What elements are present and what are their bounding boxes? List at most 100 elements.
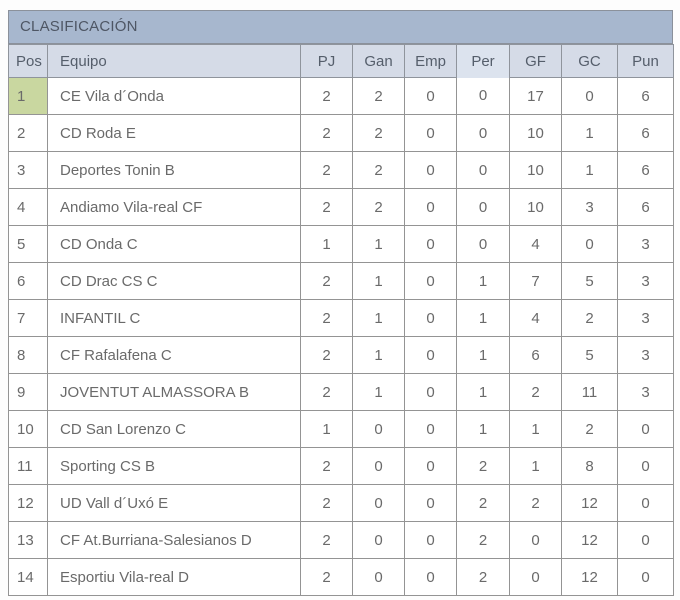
gc-cell: 2 bbox=[561, 299, 618, 337]
gc-cell: 1 bbox=[561, 151, 618, 189]
per-cell: 0 bbox=[456, 188, 510, 226]
per-cell: 0 bbox=[456, 77, 510, 115]
gf-cell: 4 bbox=[509, 225, 562, 263]
pos-cell: 2 bbox=[8, 114, 48, 152]
per-cell: 0 bbox=[456, 114, 510, 152]
gf-cell: 7 bbox=[509, 262, 562, 300]
pos-cell: 10 bbox=[8, 410, 48, 448]
gan-cell: 2 bbox=[352, 114, 405, 152]
pun-cell: 0 bbox=[617, 447, 674, 485]
per-cell: 1 bbox=[456, 262, 510, 300]
team-name-cell: CF At.Burriana-Salesianos D bbox=[47, 521, 301, 559]
pun-cell: 0 bbox=[617, 521, 674, 559]
gc-cell: 0 bbox=[561, 225, 618, 263]
gan-cell: 0 bbox=[352, 558, 405, 596]
gf-cell: 10 bbox=[509, 188, 562, 226]
pos-cell: 12 bbox=[8, 484, 48, 522]
gan-cell: 1 bbox=[352, 373, 405, 411]
emp-cell: 0 bbox=[404, 336, 457, 374]
gan-cell: 2 bbox=[352, 188, 405, 226]
column-header-pun[interactable]: Pun bbox=[617, 44, 674, 78]
per-cell: 2 bbox=[456, 484, 510, 522]
pun-cell: 6 bbox=[617, 77, 674, 115]
pun-cell: 6 bbox=[617, 151, 674, 189]
per-cell: 1 bbox=[456, 299, 510, 337]
column-header-pos[interactable]: Pos bbox=[8, 44, 48, 78]
pun-cell: 0 bbox=[617, 410, 674, 448]
per-cell: 0 bbox=[456, 225, 510, 263]
pos-cell: 9 bbox=[8, 373, 48, 411]
column-header-gan[interactable]: Gan bbox=[352, 44, 405, 78]
pj-cell: 1 bbox=[300, 410, 353, 448]
pj-cell: 1 bbox=[300, 225, 353, 263]
pos-cell: 6 bbox=[8, 262, 48, 300]
team-name-cell: CD Onda C bbox=[47, 225, 301, 263]
emp-cell: 0 bbox=[404, 225, 457, 263]
gf-cell: 1 bbox=[509, 410, 562, 448]
gc-cell: 12 bbox=[561, 558, 618, 596]
column-header-equipo[interactable]: Equipo bbox=[47, 44, 301, 78]
gc-cell: 8 bbox=[561, 447, 618, 485]
gc-cell: 1 bbox=[561, 114, 618, 152]
pun-cell: 3 bbox=[617, 299, 674, 337]
gf-cell: 10 bbox=[509, 114, 562, 152]
gf-cell: 2 bbox=[509, 484, 562, 522]
gf-cell: 6 bbox=[509, 336, 562, 374]
pj-cell: 2 bbox=[300, 484, 353, 522]
emp-cell: 0 bbox=[404, 558, 457, 596]
gan-cell: 1 bbox=[352, 225, 405, 263]
gan-cell: 0 bbox=[352, 447, 405, 485]
table-row: 4 Andiamo Vila-real CF 2 2 0 0 10 3 6 bbox=[8, 188, 674, 226]
pj-cell: 2 bbox=[300, 262, 353, 300]
column-header-pj[interactable]: PJ bbox=[300, 44, 353, 78]
pun-cell: 3 bbox=[617, 373, 674, 411]
table-row: 1 CE Vila d´Onda 2 2 0 0 17 0 6 bbox=[8, 77, 674, 115]
team-name-cell: JOVENTUT ALMASSORA B bbox=[47, 373, 301, 411]
per-cell: 2 bbox=[456, 558, 510, 596]
pj-cell: 2 bbox=[300, 77, 353, 115]
table-row: 13 CF At.Burriana-Salesianos D 2 0 0 2 0 12 0 bbox=[8, 521, 674, 559]
classification-table: Pos Equipo PJ Gan Emp Per GF GC Pun 1 CE Vila d´O… bbox=[8, 44, 674, 596]
emp-cell: 0 bbox=[404, 114, 457, 152]
pun-cell: 3 bbox=[617, 262, 674, 300]
column-header-gf[interactable]: GF bbox=[509, 44, 562, 78]
per-cell: 1 bbox=[456, 336, 510, 374]
pj-cell: 2 bbox=[300, 299, 353, 337]
gf-cell: 0 bbox=[509, 521, 562, 559]
per-cell: 2 bbox=[456, 521, 510, 559]
gc-cell: 12 bbox=[561, 484, 618, 522]
team-name-cell: CD San Lorenzo C bbox=[47, 410, 301, 448]
per-cell: 0 bbox=[456, 151, 510, 189]
pun-cell: 6 bbox=[617, 188, 674, 226]
table-header-row: Pos Equipo PJ Gan Emp Per GF GC Pun bbox=[8, 44, 674, 78]
gc-cell: 3 bbox=[561, 188, 618, 226]
team-name-cell: UD Vall d´Uxó E bbox=[47, 484, 301, 522]
gf-cell: 17 bbox=[509, 77, 562, 115]
column-header-per[interactable]: Per bbox=[456, 44, 510, 78]
per-cell: 1 bbox=[456, 410, 510, 448]
gan-cell: 1 bbox=[352, 336, 405, 374]
table-row: 14 Esportiu Vila-real D 2 0 0 2 0 12 0 bbox=[8, 558, 674, 596]
column-header-gc[interactable]: GC bbox=[561, 44, 618, 78]
emp-cell: 0 bbox=[404, 299, 457, 337]
table-row: 3 Deportes Tonin B 2 2 0 0 10 1 6 bbox=[8, 151, 674, 189]
pj-cell: 2 bbox=[300, 336, 353, 374]
table-row: 2 CD Roda E 2 2 0 0 10 1 6 bbox=[8, 114, 674, 152]
gf-cell: 10 bbox=[509, 151, 562, 189]
pun-cell: 0 bbox=[617, 484, 674, 522]
gc-cell: 5 bbox=[561, 336, 618, 374]
gan-cell: 2 bbox=[352, 77, 405, 115]
pj-cell: 2 bbox=[300, 521, 353, 559]
pun-cell: 0 bbox=[617, 558, 674, 596]
pun-cell: 3 bbox=[617, 225, 674, 263]
emp-cell: 0 bbox=[404, 373, 457, 411]
team-name-cell: INFANTIL C bbox=[47, 299, 301, 337]
gf-cell: 4 bbox=[509, 299, 562, 337]
gf-cell: 1 bbox=[509, 447, 562, 485]
column-header-emp[interactable]: Emp bbox=[404, 44, 457, 78]
table-row: 12 UD Vall d´Uxó E 2 0 0 2 2 12 0 bbox=[8, 484, 674, 522]
